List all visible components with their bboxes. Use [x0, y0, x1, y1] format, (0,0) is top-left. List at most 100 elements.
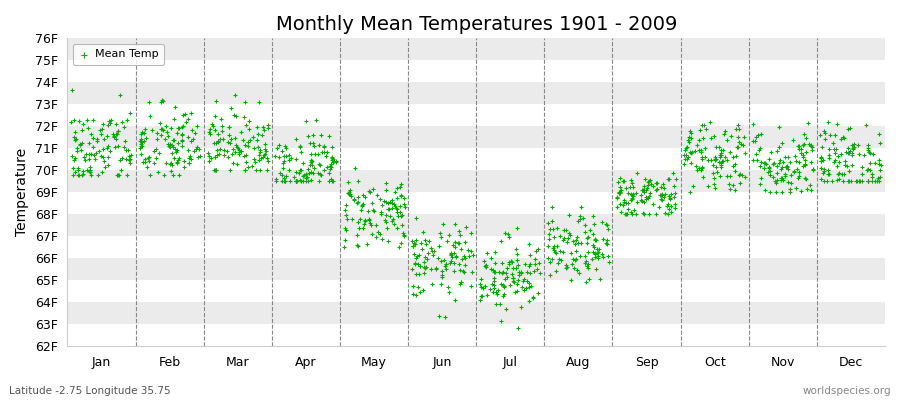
Mean Temp — [562, 230, 576, 236]
Mean Temp — [111, 172, 125, 178]
Mean Temp — [629, 189, 643, 196]
Mean Temp — [454, 279, 469, 286]
Mean Temp — [214, 127, 229, 134]
Mean Temp — [274, 170, 288, 176]
Mean Temp — [736, 134, 751, 140]
Mean Temp — [473, 293, 488, 300]
Mean Temp — [418, 237, 432, 244]
Mean Temp — [212, 151, 226, 158]
Mean Temp — [76, 154, 91, 160]
Mean Temp — [590, 252, 605, 259]
Mean Temp — [252, 152, 266, 158]
Mean Temp — [778, 164, 793, 170]
Mean Temp — [325, 156, 339, 162]
Mean Temp — [794, 146, 808, 152]
Mean Temp — [626, 184, 641, 190]
Mean Temp — [542, 230, 556, 237]
Mean Temp — [397, 195, 411, 202]
Mean Temp — [447, 244, 462, 250]
Mean Temp — [94, 130, 108, 137]
Mean Temp — [379, 212, 393, 218]
Mean Temp — [250, 130, 265, 137]
Mean Temp — [621, 206, 635, 213]
Mean Temp — [531, 290, 545, 296]
Mean Temp — [373, 196, 387, 202]
Mean Temp — [738, 150, 752, 156]
Mean Temp — [406, 240, 420, 247]
Mean Temp — [406, 282, 420, 289]
Mean Temp — [600, 237, 615, 243]
Mean Temp — [775, 140, 789, 146]
Mean Temp — [708, 156, 723, 162]
Mean Temp — [393, 209, 408, 216]
Bar — [68, 82, 885, 104]
Mean Temp — [317, 167, 331, 173]
Mean Temp — [86, 116, 101, 123]
Mean Temp — [680, 152, 694, 158]
Mean Temp — [392, 202, 407, 209]
Mean Temp — [71, 166, 86, 173]
Mean Temp — [216, 136, 230, 142]
Mean Temp — [833, 150, 848, 157]
Mean Temp — [579, 258, 593, 264]
Mean Temp — [276, 158, 291, 164]
Mean Temp — [506, 278, 520, 284]
Mean Temp — [610, 204, 625, 210]
Mean Temp — [758, 187, 772, 193]
Mean Temp — [841, 126, 855, 132]
Mean Temp — [374, 236, 389, 242]
Mean Temp — [510, 262, 525, 268]
Mean Temp — [834, 136, 849, 142]
Mean Temp — [872, 161, 886, 167]
Mean Temp — [488, 260, 502, 266]
Mean Temp — [655, 180, 670, 187]
Mean Temp — [520, 278, 535, 284]
Mean Temp — [84, 131, 98, 138]
Mean Temp — [221, 124, 236, 130]
Mean Temp — [221, 154, 236, 160]
Mean Temp — [325, 154, 339, 160]
Mean Temp — [781, 154, 796, 161]
Mean Temp — [201, 150, 215, 156]
Mean Temp — [165, 162, 179, 168]
Mean Temp — [172, 172, 186, 178]
Mean Temp — [137, 138, 151, 144]
Mean Temp — [796, 141, 810, 148]
Mean Temp — [120, 146, 134, 153]
Mean Temp — [464, 269, 479, 275]
Mean Temp — [641, 182, 655, 188]
Mean Temp — [134, 130, 148, 137]
Mean Temp — [107, 132, 122, 139]
Mean Temp — [223, 140, 238, 147]
Mean Temp — [787, 168, 801, 174]
Mean Temp — [71, 164, 86, 171]
Mean Temp — [496, 292, 510, 299]
Mean Temp — [682, 149, 697, 155]
Mean Temp — [798, 157, 813, 163]
Mean Temp — [872, 130, 886, 137]
Mean Temp — [863, 150, 878, 156]
Mean Temp — [447, 297, 462, 303]
Mean Temp — [362, 216, 376, 222]
Mean Temp — [834, 170, 849, 177]
Mean Temp — [640, 185, 654, 191]
Mean Temp — [149, 136, 164, 142]
Mean Temp — [483, 255, 498, 261]
Mean Temp — [634, 197, 648, 204]
Mean Temp — [371, 229, 385, 235]
Mean Temp — [720, 136, 734, 143]
Mean Temp — [167, 116, 182, 122]
Mean Temp — [544, 218, 559, 224]
Mean Temp — [133, 138, 148, 144]
Mean Temp — [700, 183, 715, 189]
Mean Temp — [483, 266, 498, 272]
Mean Temp — [570, 234, 584, 240]
Mean Temp — [552, 255, 566, 262]
Mean Temp — [707, 181, 722, 188]
Mean Temp — [362, 188, 376, 194]
Mean Temp — [752, 145, 767, 151]
Mean Temp — [350, 242, 365, 248]
Mean Temp — [299, 178, 313, 184]
Mean Temp — [830, 163, 844, 169]
Mean Temp — [243, 136, 257, 143]
